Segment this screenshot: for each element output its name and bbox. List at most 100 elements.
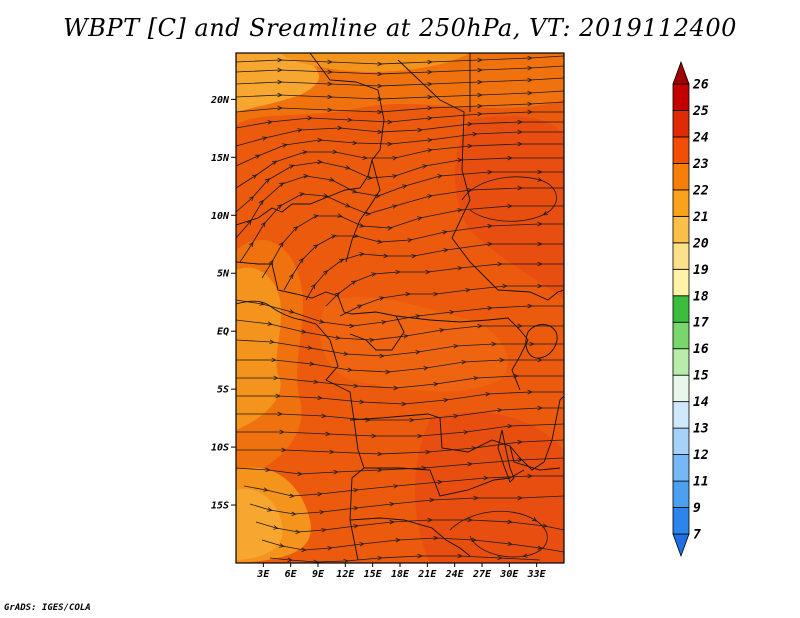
colorbar-box bbox=[672, 401, 690, 429]
lon-tick-label: 6E bbox=[285, 569, 298, 580]
colorbar-box bbox=[672, 507, 690, 535]
colorbar-box bbox=[672, 480, 690, 508]
latitude-axis: 20N 15N 10N 5N EQ 5S 10S 15S bbox=[210, 95, 236, 512]
colorbar-label: 26 bbox=[692, 78, 709, 93]
colorbar: 7 9 11 12 13 14 15 16 17 18 19 20 21 22 23 24 25 26 bbox=[672, 60, 709, 558]
streamline bbox=[236, 319, 564, 340]
streamline bbox=[269, 556, 541, 562]
colorbar-label: 17 bbox=[693, 316, 709, 331]
lat-tick-label: 20N bbox=[210, 95, 230, 106]
border-line bbox=[397, 59, 564, 301]
border-line bbox=[236, 159, 373, 226]
colorbar-box bbox=[672, 374, 690, 403]
streamline bbox=[236, 408, 564, 420]
colorbar-label: 20 bbox=[692, 236, 709, 251]
colorbar-label: 19 bbox=[693, 263, 709, 278]
colorbar-box bbox=[672, 295, 690, 323]
lon-tick-label: 18E bbox=[391, 569, 410, 580]
border-line bbox=[325, 339, 365, 561]
streamline bbox=[236, 392, 564, 404]
colorbar-box bbox=[672, 110, 690, 138]
colorbar-box bbox=[672, 321, 690, 350]
longitude-axis: 3E 6E 9E 12E 15E 18E 21E 24E 27E 30E 33E bbox=[256, 563, 547, 580]
streamline bbox=[236, 439, 564, 454]
border-line bbox=[395, 315, 529, 391]
border-line bbox=[309, 53, 385, 263]
colorbar-box bbox=[672, 242, 690, 270]
lon-tick-label: 3E bbox=[256, 569, 270, 580]
streamline-eddy bbox=[461, 176, 557, 222]
wbpt-field bbox=[236, 53, 564, 563]
colorbar-lower-triangle bbox=[672, 533, 690, 558]
colorbar-upper-triangle bbox=[672, 60, 690, 85]
colorbar-label: 22 bbox=[692, 183, 709, 198]
lat-tick-label: EQ bbox=[217, 327, 229, 338]
streamline bbox=[236, 423, 564, 436]
streamline bbox=[236, 65, 564, 74]
lon-tick-label: 12E bbox=[336, 569, 355, 580]
colorbar-label: 15 bbox=[693, 369, 709, 384]
lon-tick-label: 24E bbox=[445, 569, 465, 580]
country-borders bbox=[236, 53, 564, 561]
grads-credit: GrADS: IGES/COLA bbox=[4, 603, 91, 613]
colorbar-box bbox=[672, 163, 690, 191]
lat-tick-label: 10N bbox=[211, 211, 230, 222]
lat-tick-label: 5N bbox=[217, 269, 230, 280]
lon-tick-label: 15E bbox=[364, 569, 383, 580]
colorbar-box bbox=[672, 136, 690, 164]
colorbar-label: 11 bbox=[693, 475, 709, 490]
colorbar-label: 21 bbox=[692, 210, 709, 225]
streamline bbox=[236, 90, 564, 99]
lon-tick-label: 9E bbox=[312, 569, 325, 580]
streamline bbox=[261, 206, 564, 279]
colorbar-label: 13 bbox=[693, 422, 709, 437]
streamline bbox=[283, 224, 564, 291]
lon-tick-label: 33E bbox=[527, 569, 547, 580]
lat-tick-label: 10S bbox=[211, 443, 229, 454]
border-line bbox=[364, 467, 525, 497]
colorbar-box bbox=[672, 189, 690, 217]
streamline bbox=[236, 457, 564, 474]
colorbar-label: 7 bbox=[693, 528, 701, 543]
colorbar-label: 14 bbox=[693, 395, 709, 410]
streamlines bbox=[236, 55, 564, 562]
lake-outline bbox=[525, 324, 558, 359]
colorbar-label: 12 bbox=[693, 448, 709, 463]
colorbar-label: 23 bbox=[692, 157, 709, 172]
streamline bbox=[325, 264, 564, 307]
colorbar-box bbox=[672, 454, 690, 482]
coastline bbox=[236, 300, 331, 341]
streamline-eddy bbox=[449, 510, 548, 557]
colorbar-label: 18 bbox=[693, 289, 709, 304]
colorbar-box bbox=[672, 83, 690, 111]
streamline bbox=[236, 55, 564, 64]
border-line bbox=[236, 261, 272, 265]
border-line bbox=[349, 413, 561, 471]
colorbar-label: 24 bbox=[692, 130, 709, 145]
streamline bbox=[249, 495, 564, 514]
colorbar-box bbox=[672, 268, 690, 297]
colorbar-label: 16 bbox=[693, 342, 709, 357]
colorbar-box bbox=[672, 215, 690, 244]
lat-tick-label: 15N bbox=[211, 153, 230, 164]
streamline bbox=[236, 77, 564, 86]
lake-outline bbox=[497, 429, 515, 483]
lon-tick-label: 21E bbox=[417, 569, 437, 580]
map-title: WBPT [C] and Sreamline at 250hPa, VT: 20… bbox=[63, 14, 737, 42]
streamline bbox=[236, 340, 564, 356]
colorbar-label: 9 bbox=[693, 501, 701, 516]
streamline bbox=[255, 520, 564, 532]
lat-tick-label: 5S bbox=[217, 385, 229, 396]
border-line bbox=[271, 263, 405, 351]
streamline bbox=[236, 376, 564, 388]
colorbar-box bbox=[672, 348, 690, 376]
streamline bbox=[305, 244, 564, 301]
border-line bbox=[349, 517, 471, 557]
streamline bbox=[236, 360, 564, 372]
lat-tick-label: 15S bbox=[211, 501, 229, 512]
colorbar-label: 25 bbox=[692, 104, 709, 119]
lon-tick-label: 27E bbox=[472, 569, 492, 580]
streamline bbox=[261, 538, 564, 553]
border-line bbox=[509, 395, 564, 471]
